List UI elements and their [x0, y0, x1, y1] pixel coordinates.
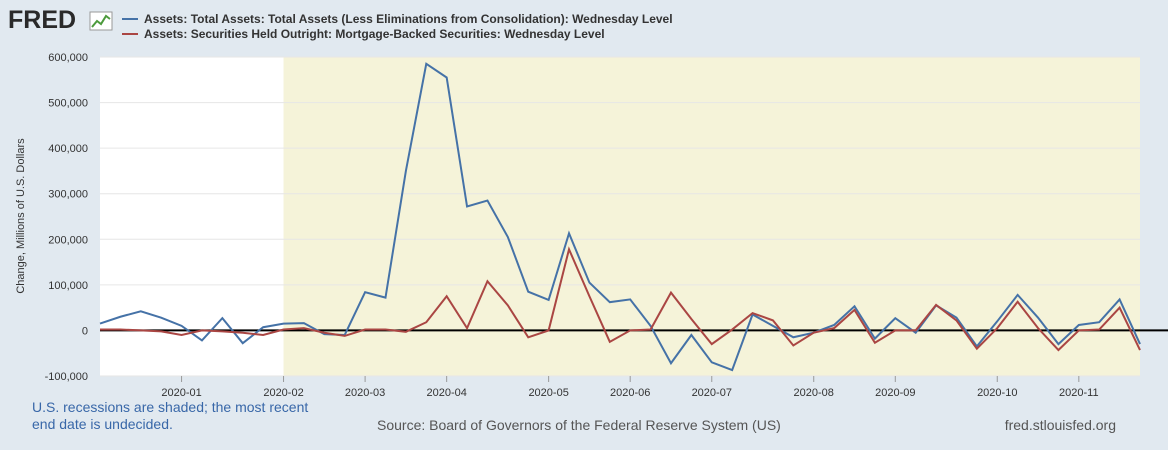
logo-icon-line — [91, 14, 111, 28]
series-line — [100, 246, 1141, 352]
y-tick-label: 600,000 — [48, 52, 88, 64]
source: Source: Board of Governors of the Federa… — [377, 417, 781, 433]
x-tick-label: 2020-02 — [263, 387, 303, 399]
legend-label: Assets: Total Assets: Total Assets (Less… — [144, 12, 673, 26]
series-line — [99, 62, 1141, 372]
x-tick-label: 2020-04 — [426, 387, 466, 399]
note: U.S. recessions are shaded; the most rec… — [32, 399, 308, 432]
logo: FRED — [8, 6, 76, 34]
y-tick-label: 100,000 — [48, 280, 88, 292]
x-tick-label: 2020-08 — [794, 387, 834, 399]
y-tick-label: 0 — [82, 325, 88, 337]
x-tick-label: 2020-07 — [692, 387, 732, 399]
x-tick-label: 2020-10 — [977, 387, 1017, 399]
legend-label: Assets: Securities Held Outright: Mortga… — [144, 27, 605, 41]
y-tick-label: 400,000 — [48, 143, 88, 155]
y-tick-label: -100,000 — [45, 371, 88, 383]
y-axis-label: Change, Millions of U.S. Dollars — [15, 138, 27, 294]
logo-icon — [89, 11, 113, 31]
x-tick-label: 2020-01 — [161, 387, 201, 399]
x-tick-label: 2020-06 — [610, 387, 650, 399]
x-tick-label: 2020-05 — [528, 387, 568, 399]
note-line: end date is undecided. — [32, 416, 173, 432]
y-tick-label: 300,000 — [48, 189, 88, 201]
x-tick-label: 2020-09 — [875, 387, 915, 399]
y-tick-label: 500,000 — [48, 98, 88, 110]
note-line: U.S. recessions are shaded; the most rec… — [32, 399, 308, 415]
y-tick-label: 200,000 — [48, 234, 88, 246]
x-tick-label: 2020-03 — [345, 387, 385, 399]
x-tick-label: 2020-11 — [1059, 387, 1099, 399]
url: fred.stlouisfed.org — [1005, 417, 1116, 433]
